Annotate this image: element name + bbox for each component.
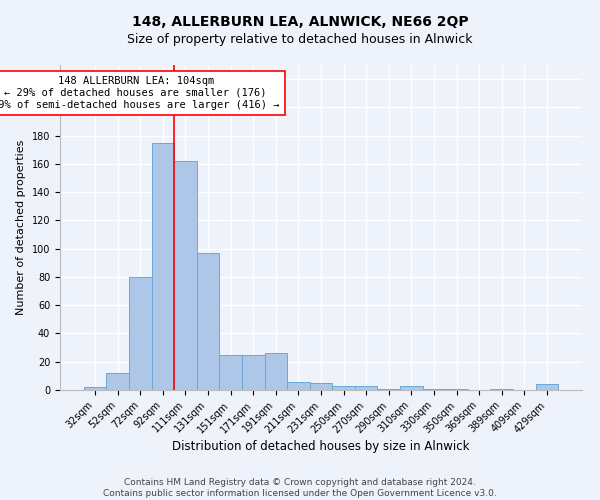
Bar (377, 388, 400, 390)
X-axis label: Distribution of detached houses by size in Alnwick: Distribution of detached houses by size … (172, 440, 470, 453)
Bar (84, 387, 106, 390)
Bar (310, 383, 332, 390)
Bar (106, 373, 129, 390)
Bar (129, 277, 152, 390)
Bar (536, 384, 558, 390)
Bar (174, 161, 197, 390)
Bar (332, 386, 355, 390)
Bar (355, 386, 377, 390)
Bar (445, 388, 468, 390)
Bar (422, 388, 445, 390)
Bar (400, 386, 422, 390)
Bar (242, 354, 265, 390)
Bar (265, 354, 287, 390)
Text: 148 ALLERBURN LEA: 104sqm
← 29% of detached houses are smaller (176)
69% of semi: 148 ALLERBURN LEA: 104sqm ← 29% of detac… (0, 76, 280, 110)
Y-axis label: Number of detached properties: Number of detached properties (16, 140, 26, 315)
Bar (287, 382, 310, 390)
Bar (197, 253, 220, 390)
Bar (152, 142, 174, 390)
Bar (490, 388, 513, 390)
Text: Contains HM Land Registry data © Crown copyright and database right 2024.
Contai: Contains HM Land Registry data © Crown c… (103, 478, 497, 498)
Text: Size of property relative to detached houses in Alnwick: Size of property relative to detached ho… (127, 32, 473, 46)
Text: 148, ALLERBURN LEA, ALNWICK, NE66 2QP: 148, ALLERBURN LEA, ALNWICK, NE66 2QP (131, 15, 469, 29)
Bar (220, 354, 242, 390)
